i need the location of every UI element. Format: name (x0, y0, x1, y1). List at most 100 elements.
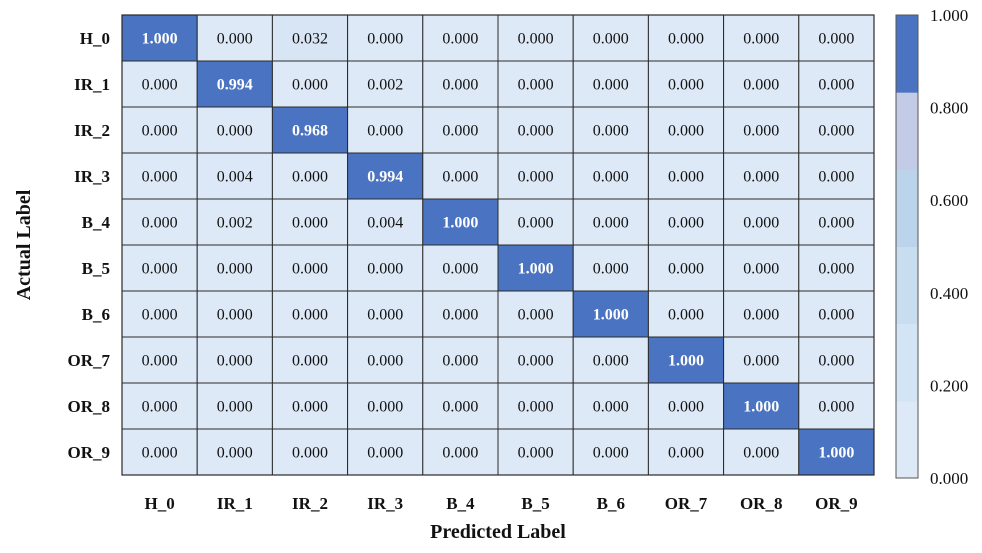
y-tick-label: B_4 (82, 213, 111, 232)
cell-value-label: 0.000 (367, 353, 403, 370)
cell-value-label: 0.000 (743, 307, 779, 324)
matrix-cell (497, 336, 574, 384)
matrix-cell (121, 14, 198, 62)
matrix-cell (271, 198, 349, 246)
colorbar-segment (896, 323, 918, 402)
cell-value-label: 0.000 (217, 307, 253, 324)
matrix-cell (196, 382, 273, 430)
matrix-cell (572, 60, 649, 108)
matrix-cell (347, 290, 424, 338)
matrix-cell (723, 290, 800, 338)
cell-value-label: 0.000 (292, 215, 328, 232)
matrix-cell (196, 106, 273, 154)
cell-value-label: 0.000 (367, 261, 403, 278)
colorbar-tick-label: 0.000 (930, 469, 968, 488)
cell-value-label: 0.000 (518, 353, 554, 370)
matrix-cell (572, 336, 649, 384)
cell-value-label: 0.000 (593, 353, 629, 370)
y-tick-label: IR_1 (74, 75, 110, 94)
matrix-cell (121, 290, 198, 338)
matrix-cell (647, 428, 725, 476)
cell-value-label: 0.004 (367, 215, 403, 232)
matrix-cell (121, 428, 198, 476)
cell-value-label: 0.000 (442, 399, 478, 416)
cell-value-label: 0.000 (142, 123, 178, 140)
cell-value-label: 0.000 (292, 261, 328, 278)
y-tick-label: OR_8 (68, 397, 111, 416)
cell-value-label: 0.000 (668, 169, 704, 186)
x-tick-label: IR_3 (367, 494, 403, 513)
cell-value-label: 0.000 (292, 353, 328, 370)
cell-value-label: 0.000 (292, 169, 328, 186)
matrix-cell (572, 152, 649, 200)
cell-value-label: 0.000 (367, 31, 403, 48)
matrix-cell (497, 14, 574, 62)
colorbar-segment (896, 246, 918, 325)
colorbar-tick-label: 0.600 (930, 191, 968, 210)
x-tick-labels: H_0 IR_1 IR_2 IR_3 B_4 B_5 B_6 OR_7 OR_8 OR_9 (144, 494, 857, 513)
matrix-cell (497, 290, 574, 338)
cell-value-label: 0.000 (217, 399, 253, 416)
cell-value-label: 0.000 (593, 169, 629, 186)
cell-value-label: 0.000 (518, 215, 554, 232)
matrix-cell (497, 244, 574, 292)
cell-value-label: 0.000 (818, 31, 854, 48)
cell-value-label: 0.000 (668, 307, 704, 324)
cell-value-label: 0.000 (367, 445, 403, 462)
matrix-cell (647, 198, 725, 246)
cell-value-label: 0.000 (367, 123, 403, 140)
cell-value-label: 0.000 (292, 77, 328, 94)
cell-value-label: 0.000 (367, 399, 403, 416)
cell-value-label: 0.002 (367, 77, 403, 94)
cell-value-label: 0.000 (442, 261, 478, 278)
cell-value-label: 0.000 (442, 77, 478, 94)
matrix-cell (121, 244, 198, 292)
cell-value-label: 0.000 (818, 123, 854, 140)
cell-value-label: 0.000 (743, 123, 779, 140)
matrix-cell (723, 382, 800, 430)
cell-value-label: 0.000 (668, 123, 704, 140)
y-tick-label: OR_7 (68, 351, 111, 370)
cell-value-label: 0.000 (292, 307, 328, 324)
cell-value-label: 1.000 (593, 307, 629, 324)
cell-value-label: 0.000 (818, 169, 854, 186)
cell-value-label: 0.000 (818, 399, 854, 416)
matrix-cell (647, 106, 725, 154)
cell-value-label: 0.000 (818, 261, 854, 278)
cell-value-label: 0.000 (668, 31, 704, 48)
cell-value-label: 0.000 (818, 307, 854, 324)
matrix-cell (798, 152, 875, 200)
matrix-cell (647, 290, 725, 338)
cell-value-label: 0.000 (217, 353, 253, 370)
matrix-cell (196, 336, 273, 384)
matrix-cell (422, 428, 499, 476)
cell-value-label: 0.000 (442, 31, 478, 48)
cell-value-label: 0.000 (217, 445, 253, 462)
matrix-cell (196, 14, 273, 62)
cell-value-label: 0.994 (217, 77, 253, 94)
matrix-cell (347, 382, 424, 430)
matrix-cell (497, 152, 574, 200)
matrix-cell (723, 336, 800, 384)
colorbar-tick-label: 1.000 (930, 6, 968, 25)
matrix-cell (798, 428, 875, 476)
cell-value-label: 0.000 (142, 307, 178, 324)
matrix-cell (271, 244, 349, 292)
cell-value-label: 0.004 (217, 169, 253, 186)
cell-value-label: 0.000 (142, 445, 178, 462)
cell-value-label: 0.000 (217, 261, 253, 278)
matrix-cell (497, 428, 574, 476)
y-tick-label: IR_2 (74, 121, 110, 140)
cell-value-label: 0.000 (818, 77, 854, 94)
cell-value-label: 0.000 (142, 353, 178, 370)
matrix-border (121, 14, 875, 476)
matrix-cell (647, 336, 725, 384)
cell-value-label: 0.000 (743, 31, 779, 48)
cell-value-label: 0.000 (668, 261, 704, 278)
colorbar-segment (896, 92, 918, 170)
cell-value-label: 0.000 (142, 399, 178, 416)
matrix-cells: 1.000 0.000 0.032 0.000 0.000 0.000 0.000 0.000… (121, 14, 875, 476)
matrix-cell (196, 60, 273, 108)
matrix-cell (271, 382, 349, 430)
matrix-cell (798, 14, 875, 62)
